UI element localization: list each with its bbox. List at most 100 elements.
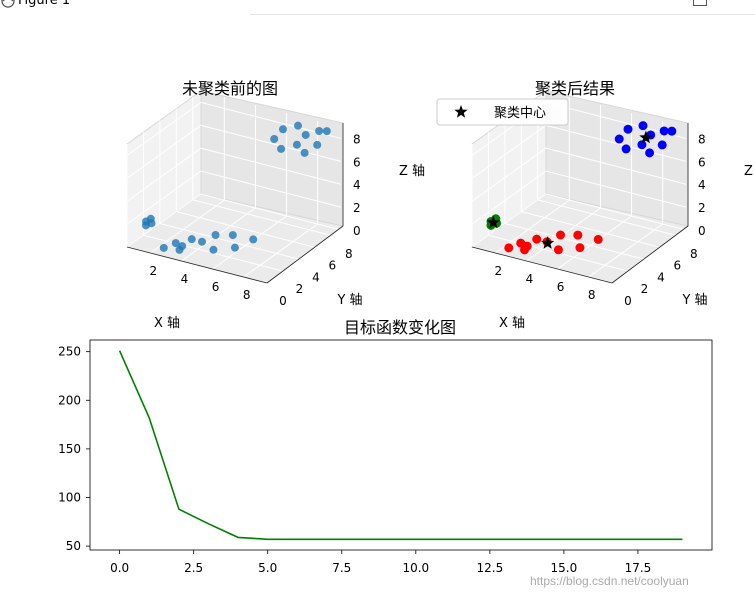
x-axis-label: X 轴 [154,316,180,331]
x-tick-label: 5.0 [258,561,277,575]
y-tick-label: 0 [279,294,287,308]
data-point [300,148,309,157]
y-tick-label: 2 [641,282,649,296]
cluster-point [667,126,677,136]
data-point [270,135,279,143]
x-axis-line [471,246,613,284]
y-tick-label: 100 [58,491,81,505]
grid-line-z [471,193,687,248]
data-point [301,130,310,139]
x-tick-label: 15.0 [551,561,578,575]
grid-line-z [126,124,342,179]
data-point [147,219,156,228]
cluster-point [504,243,514,253]
x-tick-label: 8 [243,288,251,302]
data-point [198,237,206,246]
grid-line-z [126,170,342,225]
data-point [159,243,168,252]
y-axis-line [611,225,689,284]
y-tick-label: 8 [690,247,698,261]
y-tick-label: 0 [624,294,632,308]
z-tick-label: 2 [353,201,361,215]
data-point [322,127,331,136]
x-tick-label: 8 [588,288,596,302]
chart-title: 目标函数变化图 [344,318,456,337]
cluster-point [638,121,648,131]
data-point [294,121,302,130]
x-tick-label: 17.5 [625,561,652,575]
legend-box [436,98,569,126]
z-tick-label: 6 [353,155,361,169]
y-tick-label: 250 [58,345,81,359]
data-point [209,245,218,254]
cluster-center-star [486,215,500,229]
z-axis-label: Z 轴 [744,164,755,179]
cluster-point [645,148,655,158]
y-axis-label: Y 轴 [681,293,707,308]
cluster-point [593,234,603,244]
x-tick-label: 10.0 [402,561,429,575]
plot-frame [89,339,713,551]
subplot-objective-line: 0.0 2.5 5.0 7.5 10.0 12.5 15.0 17.5 50 100 150 200 2… [58,318,713,575]
data-point [171,239,180,248]
x-tick-label: 6 [212,280,220,294]
cluster-point [522,241,532,251]
y-tick-label: 200 [58,393,81,407]
y-tick-label: 4 [312,270,320,284]
data-point [178,242,187,251]
titlebar-divider [250,14,755,15]
cluster-point [553,245,563,255]
cluster-center-star [639,130,653,144]
window-titlebar: Figure 1 [0,0,755,15]
x-tick-label: 6 [557,280,565,294]
z-tick-label: 4 [353,178,361,192]
cluster-point [614,134,624,144]
cluster-point [657,140,667,150]
watermark: https://blog.csdn.net/coolyuan [530,574,689,588]
data-point [313,140,322,149]
cluster-point [637,140,647,150]
grid-line-z [471,170,687,225]
cluster-point [659,126,669,136]
chart-title: 未聚类前的图 [182,79,278,98]
x-tick-label: 2 [495,264,503,278]
x-tick-label: 12.5 [476,561,503,575]
z-axis-label: Z 轴 [399,164,425,179]
z-tick-label: 2 [698,201,706,215]
y-tick-label: 4 [657,270,665,284]
data-point [228,231,237,240]
legend-star-icon [454,105,468,118]
y-tick-label: 6 [329,259,337,273]
x-tick-label: 4 [181,272,189,286]
cluster-point [623,124,633,134]
data-point [292,140,301,149]
cluster-center-star [541,236,555,249]
data-point [211,231,220,239]
y-tick-label: 8 [345,247,353,261]
cluster-point [556,230,566,240]
x-tick-label: 0.0 [110,561,129,575]
x-tick-label: 7.5 [332,561,351,575]
z-tick-label: 8 [698,132,706,146]
x-tick-label: 2.5 [184,561,203,575]
y-axis-label: Y 轴 [336,293,362,308]
cluster-point [532,234,542,244]
z-tick-label: 0 [353,224,361,238]
cluster-point [573,230,583,240]
legend-label: 聚类中心 [494,106,546,121]
grid-line-z [126,193,342,248]
maximize-button[interactable] [693,0,707,6]
cluster-point [621,144,631,154]
data-point [249,235,258,244]
y-axis-line [266,225,344,284]
grid-line-z [126,147,342,202]
y-tick-label: 50 [66,539,81,553]
chart-title: 聚类后结果 [535,79,615,98]
cluster-point [575,243,585,253]
data-point [277,144,286,153]
data-point [279,125,287,134]
y-tick-label: 2 [296,282,304,296]
objective-line [118,350,683,541]
